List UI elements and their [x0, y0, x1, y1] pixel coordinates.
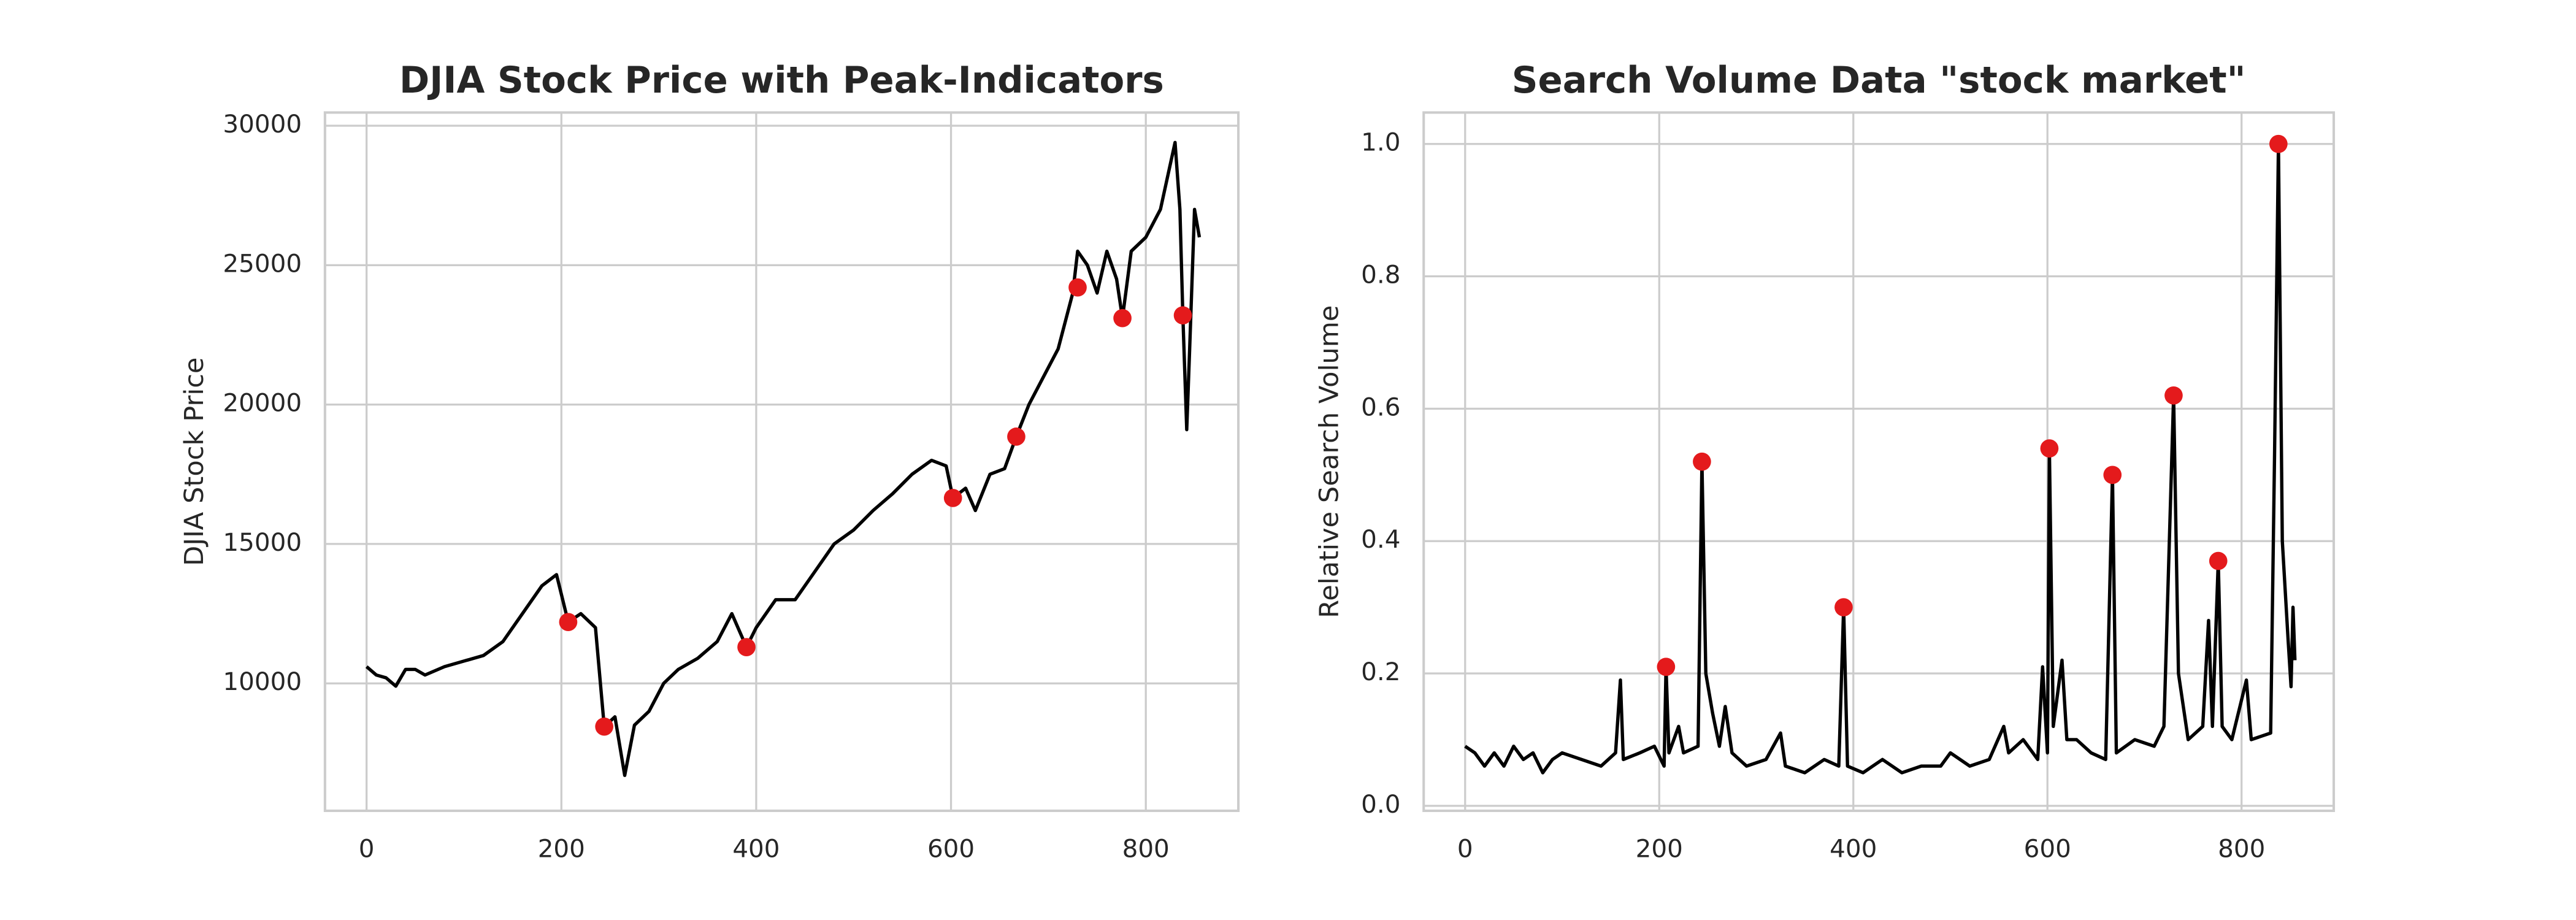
- y-tick-label: 1.0: [1361, 128, 1400, 157]
- peak-marker: [595, 717, 614, 736]
- y-axis-label: DJIA Stock Price: [179, 358, 210, 566]
- peak-marker: [1834, 598, 1853, 616]
- y-tick-label: 15000: [223, 527, 302, 557]
- peak-marker: [2209, 551, 2228, 570]
- peak-marker: [1007, 427, 1025, 446]
- y-tick-label: 0.6: [1361, 392, 1400, 421]
- y-tick-label: 0.2: [1361, 657, 1400, 686]
- data-line: [1464, 142, 2297, 775]
- x-tick-label: 800: [2218, 834, 2265, 864]
- x-tick-label: 600: [927, 834, 975, 864]
- x-tick-label: 600: [2024, 834, 2071, 864]
- chart-title: DJIA Stock Price with Peak-Indicators: [399, 59, 1164, 101]
- subplot: 0 200 400 600 800 0.0 0.2 0.4 0.6 0.8 1.0 Search Vo…: [1314, 59, 2336, 864]
- plot-area: [323, 111, 1240, 812]
- x-tick-label: 200: [1636, 834, 1683, 864]
- peak-marker: [737, 638, 756, 656]
- peak-marker: [1657, 657, 1676, 677]
- chart-title: Search Volume Data "stock market": [1512, 59, 2246, 101]
- peak-marker: [1693, 452, 1711, 471]
- plot-area: [1422, 111, 2336, 812]
- peak-marker: [2269, 134, 2288, 153]
- y-tick-label: 0.8: [1361, 260, 1400, 289]
- subplot: 0 200 400 600 800 10000 15000 20000 25000 30000 DJ…: [179, 59, 1240, 864]
- x-tick-label: 400: [732, 834, 780, 864]
- x-tick-label: 0: [1457, 834, 1473, 864]
- x-tick-label: 400: [1830, 834, 1877, 864]
- x-tick-label: 800: [1122, 834, 1170, 864]
- y-tick-label: 20000: [223, 388, 302, 418]
- data-line: [365, 140, 1202, 777]
- y-tick-label: 0.0: [1361, 789, 1400, 819]
- y-tick-label: 10000: [223, 667, 302, 696]
- y-tick-label: 25000: [223, 248, 302, 278]
- y-axis-label: Relative Search Volume: [1314, 305, 1345, 618]
- x-tick-label: 200: [538, 834, 585, 864]
- peak-marker: [559, 613, 578, 632]
- peak-marker: [1113, 309, 1132, 328]
- y-tick-label: 30000: [223, 109, 302, 139]
- peak-marker: [1173, 306, 1192, 324]
- peak-marker: [2164, 386, 2183, 405]
- peak-marker: [1068, 278, 1087, 297]
- peak-marker: [2103, 466, 2122, 485]
- y-tick-label: 0.4: [1361, 524, 1400, 554]
- peak-marker: [943, 489, 962, 507]
- x-tick-label: 0: [359, 834, 375, 864]
- peak-marker: [2040, 439, 2059, 458]
